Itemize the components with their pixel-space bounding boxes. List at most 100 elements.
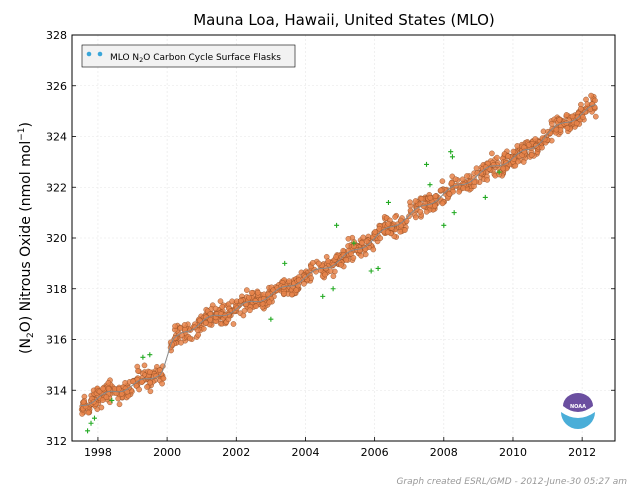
flask-point (217, 298, 224, 305)
flask-point (172, 323, 178, 330)
legend-marker (86, 51, 92, 57)
flask-point (358, 252, 365, 259)
flask-point (505, 153, 511, 159)
flask-point (494, 154, 500, 161)
flask-point (460, 185, 467, 191)
flask-point (439, 178, 446, 184)
y-tick-label: 328 (46, 29, 67, 42)
x-tick-label: 2010 (499, 446, 527, 459)
flask-point (439, 200, 446, 207)
flask-point (202, 320, 209, 326)
flask-point (85, 409, 92, 416)
flask-point (144, 384, 150, 390)
flask-point (484, 177, 491, 183)
flask-point (147, 379, 153, 386)
flask-point (377, 235, 384, 241)
x-tick-label: 2006 (361, 446, 389, 459)
flask-point (363, 238, 370, 245)
flask-point (372, 229, 378, 235)
flask-point (255, 289, 261, 296)
flagged-point (448, 149, 454, 155)
y-tick-label: 312 (46, 435, 67, 448)
flask-point (219, 303, 225, 310)
flask-point (402, 227, 408, 233)
flagged-point (88, 420, 94, 426)
flagged-point (441, 222, 447, 228)
flask-point (446, 191, 453, 197)
flask-point (407, 199, 413, 205)
flask-point (520, 159, 527, 165)
flask-point (325, 258, 331, 265)
trend-line (80, 104, 597, 406)
x-tick-label: 2012 (568, 446, 596, 459)
flask-point (230, 321, 237, 327)
flask-point (432, 193, 439, 199)
flask-point (116, 386, 122, 392)
flask-point (578, 106, 584, 112)
y-tick-label: 314 (46, 384, 67, 397)
flagged-point (482, 194, 488, 200)
flask-point (281, 290, 287, 297)
flask-point (100, 385, 106, 392)
flask-point (119, 391, 125, 397)
flask-point (315, 260, 322, 267)
flask-point (286, 278, 292, 284)
x-tick-label: 1998 (84, 446, 112, 459)
footer-credit: Graph created ESRL/GMD - 2012-June-30 05… (396, 477, 627, 487)
flask-point (392, 214, 398, 220)
flagged-point (351, 240, 357, 246)
flask-point (407, 207, 414, 214)
flagged-point (109, 397, 115, 403)
flask-point (181, 322, 188, 328)
flask-point (178, 339, 184, 346)
flask-point (490, 162, 497, 168)
flask-point (403, 218, 410, 224)
y-tick-label: 324 (46, 131, 67, 144)
y-axis-label: (N2O) Nitrous Oxide (nmol mol−1) (17, 122, 36, 354)
x-tick-label: 2002 (222, 446, 250, 459)
flask-point (147, 369, 153, 375)
flask-point (580, 114, 586, 120)
flask-point (563, 112, 570, 118)
flask-point (417, 208, 424, 215)
flask-point (130, 378, 136, 385)
legend-box (81, 44, 296, 68)
flagged-point (320, 293, 326, 299)
chart-title: Mauna Loa, Hawaii, United States (MLO) (193, 11, 495, 29)
flagged-point (268, 316, 274, 322)
flask-point (528, 152, 535, 158)
flagged-point (140, 354, 146, 360)
noaa-logo-lower (561, 412, 595, 429)
flask-point (588, 92, 594, 99)
flask-point (584, 101, 591, 107)
flask-point (195, 332, 201, 338)
flask-point (147, 388, 154, 395)
flask-point (229, 298, 235, 305)
y-tick-label: 318 (46, 283, 67, 296)
flask-point (583, 96, 589, 103)
flask-point (309, 259, 316, 266)
flagged-point (330, 286, 336, 292)
flask-point (573, 120, 580, 127)
flask-point (489, 150, 495, 157)
flask-point (160, 375, 167, 382)
flagged-point (282, 260, 288, 266)
y-tick-label: 326 (46, 80, 67, 93)
flask-point (330, 273, 337, 280)
y-tick-label: 316 (46, 334, 67, 347)
flask-point (431, 202, 438, 209)
noaa-logo: NOAA (561, 393, 595, 431)
flask-point (471, 179, 478, 185)
flask-point (98, 404, 105, 411)
flask-point (549, 121, 555, 127)
x-tick-label: 2004 (291, 446, 319, 459)
flagged-point (85, 428, 91, 434)
flask-point (141, 362, 148, 369)
flagged-point (427, 182, 433, 188)
flask-point (473, 165, 480, 171)
flask-point (159, 380, 165, 387)
flagged-point (147, 352, 153, 358)
flask-point (212, 305, 219, 312)
flask-point (340, 252, 347, 258)
flask-point (412, 198, 419, 204)
